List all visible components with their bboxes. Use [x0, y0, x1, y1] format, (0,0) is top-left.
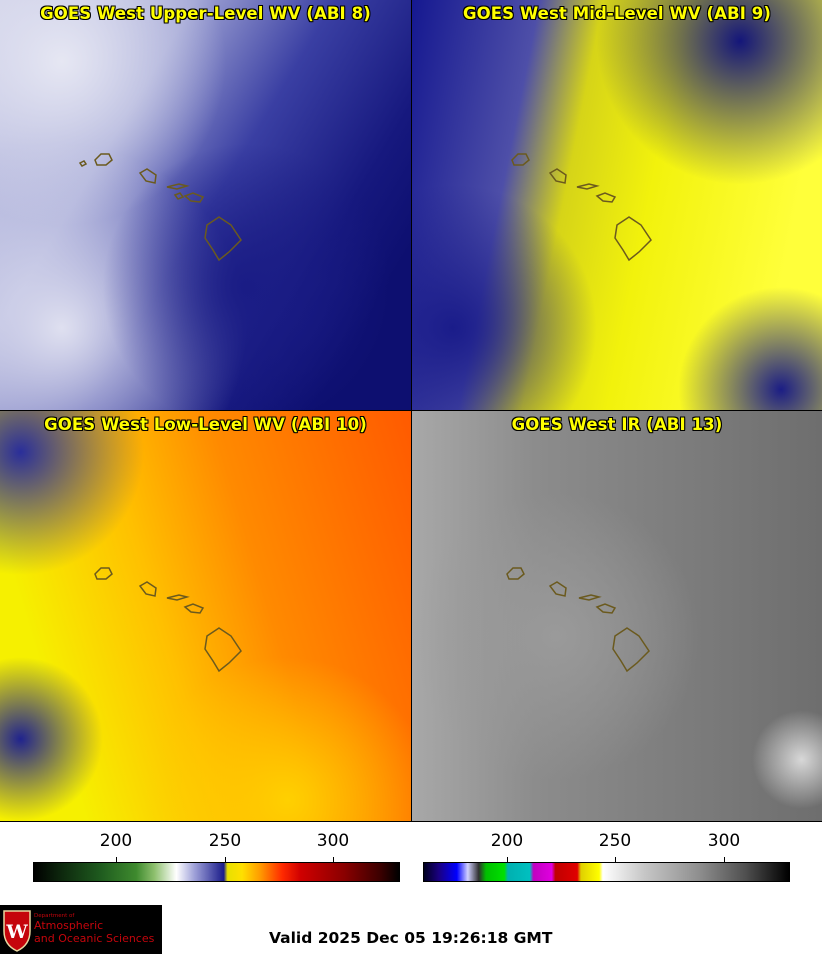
horizontal-divider [0, 410, 822, 411]
uw-crest-icon: W [3, 910, 31, 952]
logo-line2: Atmospheric [34, 919, 104, 932]
mid-level-wv-image [412, 0, 822, 410]
ir-tick-label-200: 200 [490, 831, 524, 851]
wv-tick-label-200: 200 [99, 831, 133, 851]
bottom-border [0, 821, 822, 822]
upper-level-wv-title: GOES West Upper-Level WV (ABI 8) [40, 4, 371, 23]
svg-text:W: W [5, 921, 28, 943]
logo-line3: and Oceanic Sciences [34, 932, 155, 945]
upper-level-wv-panel: GOES West Upper-Level WV (ABI 8) [0, 0, 411, 410]
ir-tick-300 [724, 857, 725, 862]
island-outlines [78, 153, 242, 262]
logo-line1: Department of [34, 913, 75, 919]
ir-image [412, 411, 822, 821]
ir-tick-250 [615, 857, 616, 862]
low-level-wv-title: GOES West Low-Level WV (ABI 10) [44, 415, 367, 434]
mid-level-wv-panel: GOES West Mid-Level WV (ABI 9) [412, 0, 822, 410]
wv-tick-300 [333, 857, 334, 862]
upper-level-wv-image [0, 0, 411, 410]
valid-time: Valid 2025 Dec 05 19:26:18 GMT [269, 929, 553, 947]
wv-colorbar [33, 862, 400, 882]
ir-colorbar [423, 862, 790, 882]
low-level-wv-panel: GOES West Low-Level WV (ABI 10) [0, 411, 411, 821]
ir-tick-label-250: 250 [598, 831, 632, 851]
wv-tick-label-300: 300 [316, 831, 350, 851]
mid-level-wv-title: GOES West Mid-Level WV (ABI 9) [462, 4, 772, 23]
ir-tick-label-300: 300 [707, 831, 741, 851]
wv-tick-200 [116, 857, 117, 862]
ir-title: GOES West IR (ABI 13) [511, 415, 723, 434]
low-level-wv-image [0, 411, 411, 821]
ir-tick-200 [507, 857, 508, 862]
wv-tick-250 [225, 857, 226, 862]
aos-logo: W Department of Atmospheric and Oceanic … [0, 905, 162, 954]
wv-tick-label-250: 250 [208, 831, 242, 851]
ir-panel: GOES West IR (ABI 13) [412, 411, 822, 821]
